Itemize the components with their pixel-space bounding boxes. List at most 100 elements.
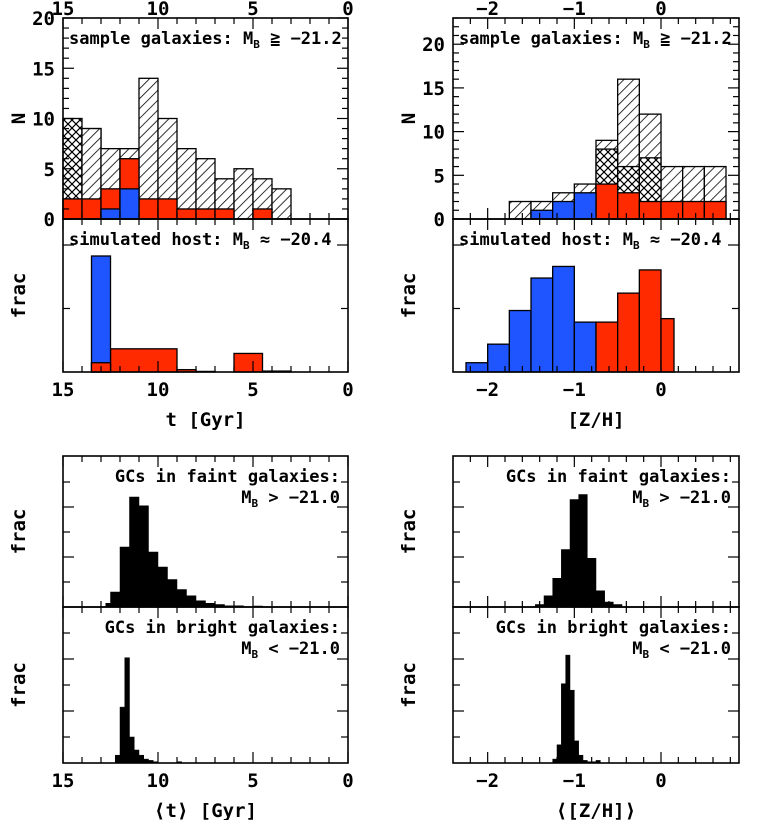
- bar: [552, 265, 575, 373]
- top-tick-label: 0: [342, 0, 353, 20]
- bar: [115, 754, 121, 764]
- bar: [617, 192, 640, 220]
- bar: [176, 208, 197, 220]
- bar: [530, 209, 554, 220]
- top-tick-label: −1: [563, 0, 586, 20]
- series-metal-sim-0: [465, 265, 597, 373]
- x-tick-label: 5: [247, 770, 258, 792]
- panel-metal-faint: frac GCs in faint galaxies:MB > −21.0: [398, 455, 740, 608]
- bar: [578, 494, 588, 608]
- bar: [195, 600, 206, 608]
- axes-frame: [62, 218, 349, 373]
- bar: [119, 706, 125, 764]
- x-tick-label: 15: [52, 379, 75, 401]
- annotation: simulated host: MB ≈ −20.4: [69, 230, 332, 252]
- bar: [682, 200, 705, 220]
- top-tick-label: −2: [476, 0, 499, 20]
- y-tick-label: 10: [422, 122, 445, 144]
- bar: [129, 736, 135, 764]
- x-tick-label: 10: [147, 379, 170, 401]
- y-axis-label: N: [398, 113, 420, 124]
- bar: [530, 277, 554, 373]
- series-metal-sim-1: [595, 269, 675, 373]
- x-tick-label: 0: [342, 770, 353, 792]
- bar: [578, 754, 584, 764]
- series-age-sim-0: [90, 348, 292, 373]
- y-tick-label: 10: [32, 109, 55, 131]
- bar: [543, 595, 553, 608]
- panel-age-faint: frac GCs in faint galaxies:MB > −21.0: [8, 455, 349, 608]
- y-tick-label: 15: [32, 58, 55, 80]
- bar: [561, 683, 566, 764]
- bar: [119, 546, 130, 608]
- annotation: GCs in faint galaxies:: [506, 467, 731, 487]
- annotation: sample galaxies: MB ≧ −21.2: [459, 29, 732, 51]
- series-metal-sample-2: [595, 183, 727, 220]
- x-tick-label: −2: [476, 770, 499, 792]
- bar: [508, 309, 532, 373]
- bar: [214, 208, 235, 220]
- bar: [81, 198, 102, 220]
- y-tick-label: 15: [422, 78, 445, 100]
- panel-age-sim: 15 10 5 0 t [Gyr] frac simulated host: MB ≈ −2…: [8, 218, 354, 431]
- bar: [638, 269, 662, 373]
- bar: [595, 183, 619, 220]
- bar: [233, 168, 254, 220]
- y-tick-label: 20: [422, 34, 445, 56]
- series-age-sim-1: [90, 255, 112, 373]
- x-axis-label: ⟨t⟩ [Gyr]: [154, 800, 257, 820]
- bar: [660, 200, 684, 220]
- annotation: MB < −21.0: [241, 639, 340, 661]
- x-tick-label: −2: [476, 379, 499, 401]
- bar: [595, 321, 619, 373]
- bar: [138, 77, 159, 220]
- bar: [487, 343, 510, 373]
- x-tick-label: 0: [655, 379, 666, 401]
- bar: [561, 549, 571, 608]
- top-tick-label: 10: [147, 0, 170, 20]
- bar: [573, 321, 597, 373]
- y-axis-label: frac: [398, 273, 420, 319]
- bar: [573, 192, 597, 220]
- x-tick-label: −1: [563, 770, 586, 792]
- bar: [138, 505, 149, 608]
- series-age-faint-0: [105, 496, 263, 608]
- x-tick-label: 15: [52, 770, 75, 792]
- bar: [157, 198, 178, 220]
- series-age-bright-0: [115, 657, 182, 764]
- y-tick-label: 20: [32, 8, 55, 30]
- bar: [148, 551, 159, 608]
- bar: [195, 208, 216, 220]
- bar: [110, 591, 121, 608]
- y-axis-label: frac: [398, 509, 420, 555]
- x-axis-label: t [Gyr]: [165, 409, 245, 431]
- annotation: sample galaxies: MB ≧ −21.2: [69, 29, 342, 51]
- bar: [703, 200, 727, 220]
- y-tick-label: 5: [44, 159, 55, 181]
- bar: [129, 496, 140, 608]
- x-tick-label: 0: [342, 379, 353, 401]
- bar: [100, 208, 121, 220]
- series-metal-bright-0: [552, 654, 601, 764]
- bar: [90, 255, 112, 373]
- bar: [552, 200, 575, 220]
- axes-frame: [452, 218, 740, 373]
- x-tick-label: 0: [655, 770, 666, 792]
- bar: [660, 317, 675, 373]
- bar: [138, 198, 159, 220]
- bar: [587, 558, 597, 608]
- x-tick-label: 5: [247, 379, 258, 401]
- bar: [167, 579, 178, 608]
- bar: [186, 595, 197, 608]
- panel-metal-bright: −2 −1 0 ⟨[Z/H]⟩ frac GCs in bright galaxies:M…: [398, 606, 740, 820]
- series-metal-sample-3: [530, 192, 597, 220]
- annotation: MB < −21.0: [632, 639, 731, 661]
- bar: [252, 208, 273, 220]
- bar: [176, 589, 187, 608]
- x-axis-label: [Z/H]: [567, 409, 624, 431]
- bar: [617, 292, 640, 373]
- bar: [574, 740, 579, 764]
